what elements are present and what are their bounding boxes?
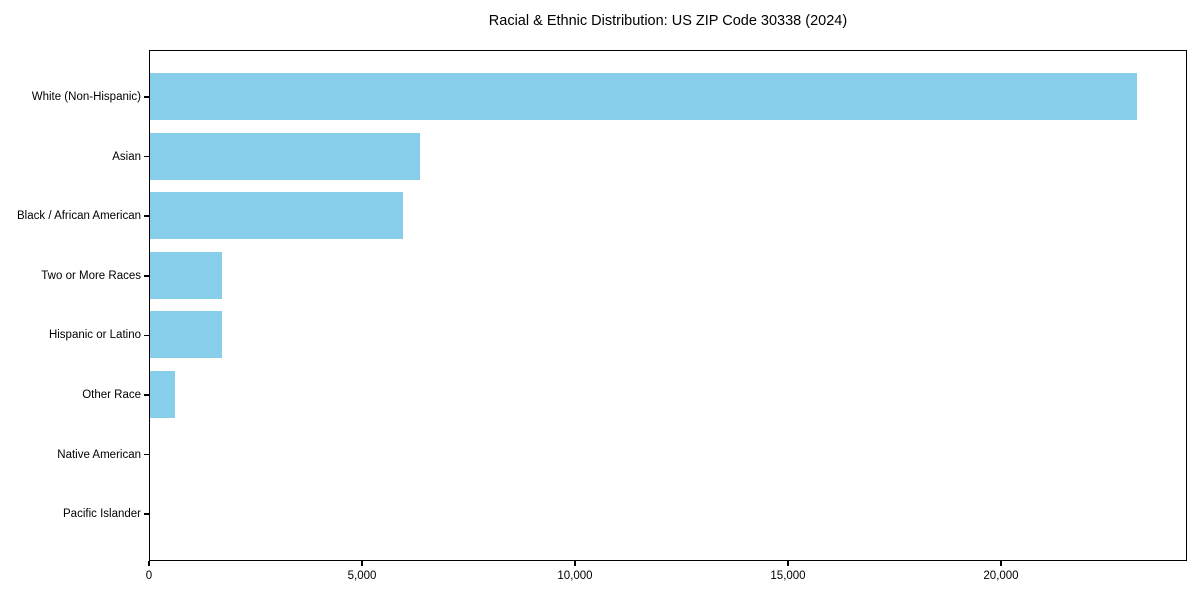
plot-area [149,50,1187,561]
y-tick-mark [144,96,149,98]
y-tick-mark [144,334,149,337]
x-tick-label: 15,000 [770,570,806,582]
y-tick-label: Two or More Races [41,269,141,282]
x-tick-label: 0 [145,570,153,582]
bar-white-non-hispanic [150,73,1138,120]
chart-title: Racial & Ethnic Distribution: US ZIP Cod… [488,13,848,29]
y-tick-label: Hispanic or Latino [48,329,141,342]
y-tick-label: Black / African American [17,210,141,223]
x-tick-label: 5,000 [347,570,377,582]
y-tick-label: Pacific Islander [63,508,141,521]
y-tick-mark [144,215,149,217]
y-tick-mark [144,513,149,515]
y-tick-mark [144,155,149,158]
x-tick-mark [148,561,150,566]
bar-hispanic-or-latino [150,311,223,359]
y-tick-mark [144,453,149,456]
y-tick-mark [144,275,149,277]
y-tick-label: Native American [57,448,141,461]
x-tick-mark [361,561,363,566]
y-tick-mark [144,394,149,396]
x-tick-mark [1000,561,1002,566]
y-tick-label: White (Non-Hispanic) [31,91,141,103]
bar-asian [150,132,421,180]
bar-black-african-american [150,192,404,240]
y-tick-label: Asian [112,150,141,163]
x-tick-mark [787,561,789,566]
bar-other-race [150,371,176,418]
y-tick-label: Other Race [82,389,141,401]
bar-two-or-more-races [150,251,222,299]
x-tick-label: 10,000 [557,570,593,582]
x-tick-mark [574,561,576,566]
x-tick-label: 20,000 [983,570,1019,582]
